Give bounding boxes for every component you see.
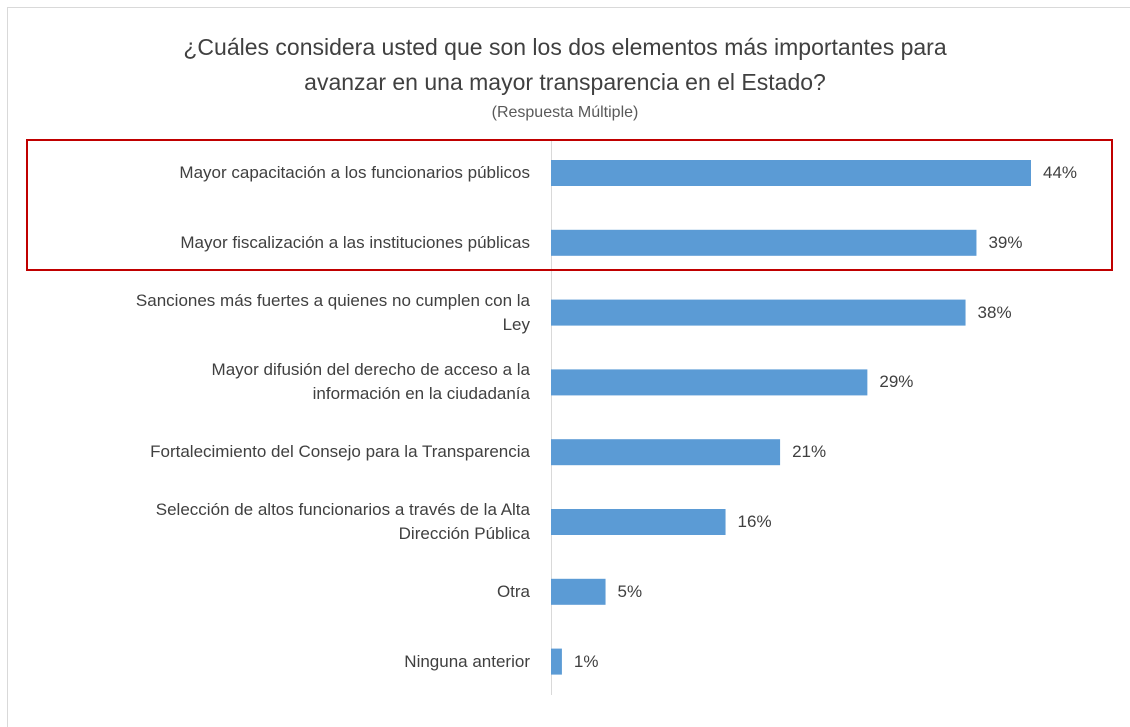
- category-label: Mayor capacitación a los funcionarios pú…: [179, 163, 530, 182]
- value-label: 5%: [617, 581, 643, 601]
- bar: [551, 299, 966, 326]
- category-label: Selección de altos funcionarios a través…: [155, 500, 530, 543]
- value-label: 16%: [737, 512, 772, 531]
- category-label: Ninguna anterior: [404, 651, 530, 671]
- bar: [551, 578, 606, 605]
- value-label: 1%: [573, 651, 599, 671]
- highlight-box: [26, 139, 1113, 271]
- category-label: Mayor fiscalización a las instituciones …: [180, 232, 530, 252]
- chart-subtitle: (Respuesta Múltiple): [491, 104, 639, 121]
- value-label: 44%: [1043, 163, 1078, 182]
- value-label: 29%: [879, 372, 914, 392]
- bar: [551, 509, 726, 535]
- bar: [551, 369, 868, 396]
- bar: [551, 648, 562, 675]
- frame: [7, 7, 1130, 727]
- bar: [551, 160, 1031, 186]
- bar: [551, 439, 781, 466]
- bar: [551, 229, 977, 256]
- value-label: 38%: [977, 302, 1012, 322]
- category-label: Mayor difusión del derecho de acceso a l…: [211, 360, 530, 404]
- value-label: 39%: [988, 232, 1023, 252]
- category-label: Fortalecimiento del Consejo para la Tran…: [150, 442, 530, 462]
- category-label: Sanciones más fuertes a quienes no cumpl…: [135, 290, 530, 334]
- value-label: 21%: [792, 442, 827, 462]
- category-label: Otra: [496, 581, 530, 601]
- chart-title: ¿Cuáles considera usted que son los dos …: [183, 34, 947, 95]
